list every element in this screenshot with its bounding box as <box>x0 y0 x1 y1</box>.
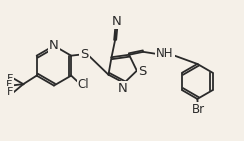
Text: N: N <box>49 39 59 52</box>
Text: NH: NH <box>156 47 174 60</box>
Text: Br: Br <box>192 103 205 116</box>
Text: S: S <box>138 65 146 78</box>
Text: S: S <box>80 48 89 61</box>
Text: N: N <box>112 15 121 28</box>
Text: Cl: Cl <box>78 78 89 91</box>
Text: F: F <box>6 80 13 90</box>
Text: F: F <box>7 87 14 97</box>
Text: N: N <box>118 82 128 95</box>
Text: F: F <box>7 74 14 84</box>
